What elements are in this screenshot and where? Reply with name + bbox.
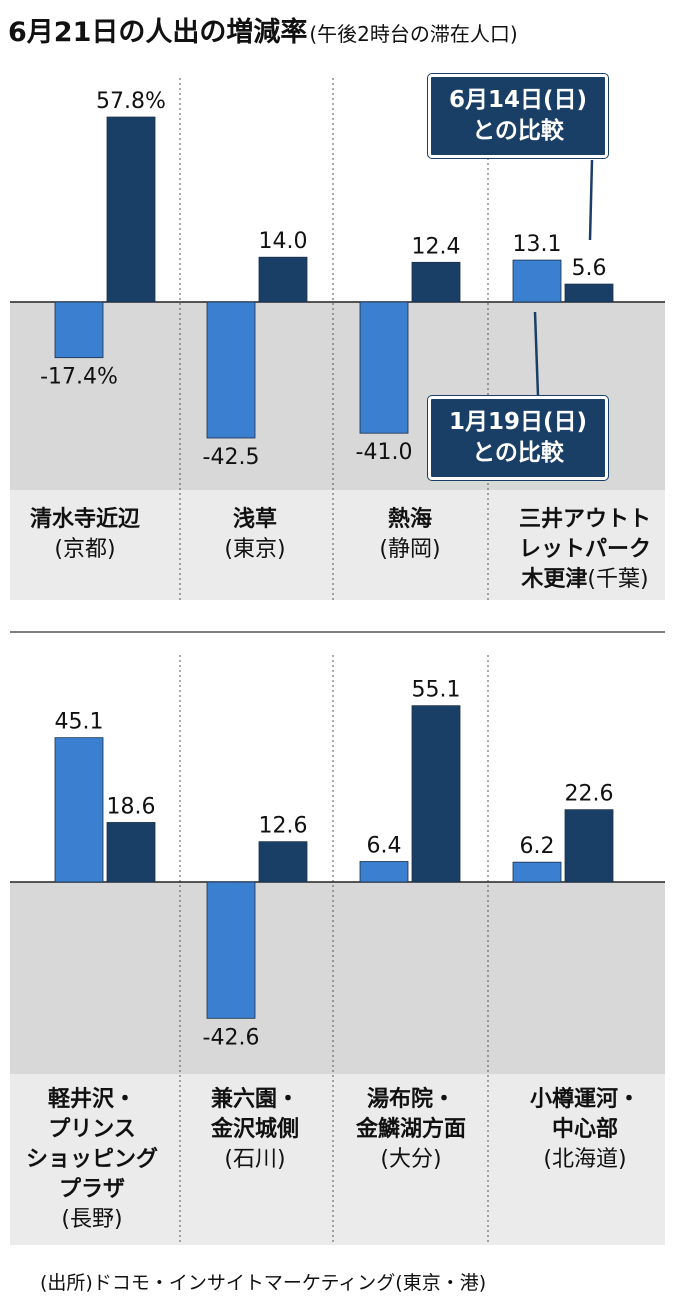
category-name: 三井アウトト: [518, 507, 651, 532]
bar-jan19: [359, 301, 409, 434]
data-label: 6.4: [367, 834, 402, 859]
bar-jun14: [258, 841, 308, 883]
title-main: 6月21日の人出の増減率: [8, 17, 308, 48]
data-label: -42.5: [203, 445, 260, 470]
callout-june-pointer: [588, 159, 594, 241]
category-name: 中心部: [551, 1117, 618, 1142]
category-pref: (東京): [224, 537, 286, 562]
category-pref: (大分): [380, 1147, 442, 1172]
bar-jun14: [564, 283, 614, 303]
label-region: [10, 490, 665, 600]
data-label: -17.4%: [40, 365, 118, 390]
data-label: 12.4: [412, 234, 461, 259]
category-pref: (千葉): [587, 567, 649, 592]
bar-jan19: [512, 259, 562, 303]
category-label-yufuin: 湯布院・ 金鱗湖方面 (大分): [333, 1085, 489, 1175]
callout-jan: 1月19日(日) との比較: [428, 396, 608, 480]
bar-charts: -17.4% 57.8% -42.5 14.0 -41.0 12.4 13.1 5.6 45.1…: [10, 78, 665, 1245]
bar-jan19: [206, 301, 256, 439]
data-label: 55.1: [412, 678, 461, 703]
bar-jan19: [512, 861, 562, 883]
chart-title: 6月21日の人出の増減率 (午後2時台の滞在人口): [8, 10, 518, 49]
bar-jun14: [106, 116, 156, 303]
category-label-kenrokuen: 兼六園・ 金沢城側 (石川): [180, 1085, 330, 1175]
category-name: レットパーク: [518, 537, 651, 562]
bar-jun14: [258, 256, 308, 303]
bar-jan19: [54, 301, 104, 359]
category-name: 浅草: [232, 507, 277, 532]
category-name: 木更津: [521, 567, 588, 592]
data-label: 6.2: [520, 834, 555, 859]
category-label-kisarazu: 三井アウトト レットパーク 木更津(千葉): [492, 505, 678, 595]
category-name: プラザ: [58, 1177, 125, 1202]
category-pref: (石川): [224, 1147, 286, 1172]
category-name: プリンス: [48, 1117, 136, 1142]
category-pref: (静岡): [379, 537, 441, 562]
bar-jun14: [564, 809, 614, 883]
bar-jan19: [206, 881, 256, 1019]
bar-jun14: [411, 261, 461, 303]
bar-jun14: [106, 822, 156, 883]
category-name: 湯布院・: [366, 1087, 455, 1112]
data-label: 45.1: [55, 710, 104, 735]
bar-jan19: [54, 737, 104, 883]
category-name: 小樽運河・: [529, 1087, 640, 1112]
category-pref: (京都): [54, 537, 116, 562]
data-label: 5.6: [572, 256, 607, 281]
category-name: 金沢城側: [210, 1117, 299, 1142]
category-name-pref: 木更津(千葉): [492, 565, 678, 595]
data-label: -41.0: [356, 440, 413, 465]
data-label: 18.6: [107, 794, 156, 819]
category-pref: (北海道): [543, 1147, 627, 1172]
category-name: 兼六園・: [210, 1087, 299, 1112]
data-label: 12.6: [259, 814, 308, 839]
category-label-kiyomizu: 清水寺近辺 (京都): [10, 505, 160, 565]
label-region: [10, 1074, 665, 1245]
callout-june-line2: との比較: [472, 118, 564, 144]
data-label: 13.1: [513, 232, 562, 257]
callout-june: 6月14日(日) との比較: [428, 74, 608, 158]
callout-jan-line1: 1月19日(日): [448, 409, 588, 435]
category-pref: (長野): [61, 1207, 123, 1232]
bar-jan19: [359, 861, 409, 883]
callout-jan-line2: との比較: [472, 440, 564, 466]
negative-region: [10, 882, 665, 1074]
bar-jun14: [411, 705, 461, 883]
data-label: 57.8%: [96, 89, 166, 114]
category-name: 金鱗湖方面: [355, 1117, 466, 1142]
category-name: ショッピング: [25, 1147, 158, 1172]
data-label: 14.0: [259, 229, 308, 254]
category-name: 軽井沢・: [47, 1087, 136, 1112]
category-name: 熱海: [387, 507, 432, 532]
source-note: (出所)ドコモ・インサイトマーケティング(東京・港): [40, 1272, 487, 1294]
category-label-asakusa: 浅草 (東京): [180, 505, 330, 565]
data-label: 22.6: [565, 782, 614, 807]
category-label-otaru: 小樽運河・ 中心部 (北海道): [492, 1085, 678, 1175]
title-subtitle: (午後2時台の滞在人口): [309, 22, 518, 46]
callout-jan-pointer: [533, 311, 540, 397]
category-label-atami: 熱海 (静岡): [335, 505, 485, 565]
data-label: -42.6: [203, 1025, 260, 1050]
category-name: 清水寺近辺: [29, 507, 140, 532]
category-label-karuizawa: 軽井沢・ プリンス ショッピング プラザ (長野): [2, 1085, 182, 1235]
callout-june-line1: 6月14日(日): [448, 87, 588, 113]
